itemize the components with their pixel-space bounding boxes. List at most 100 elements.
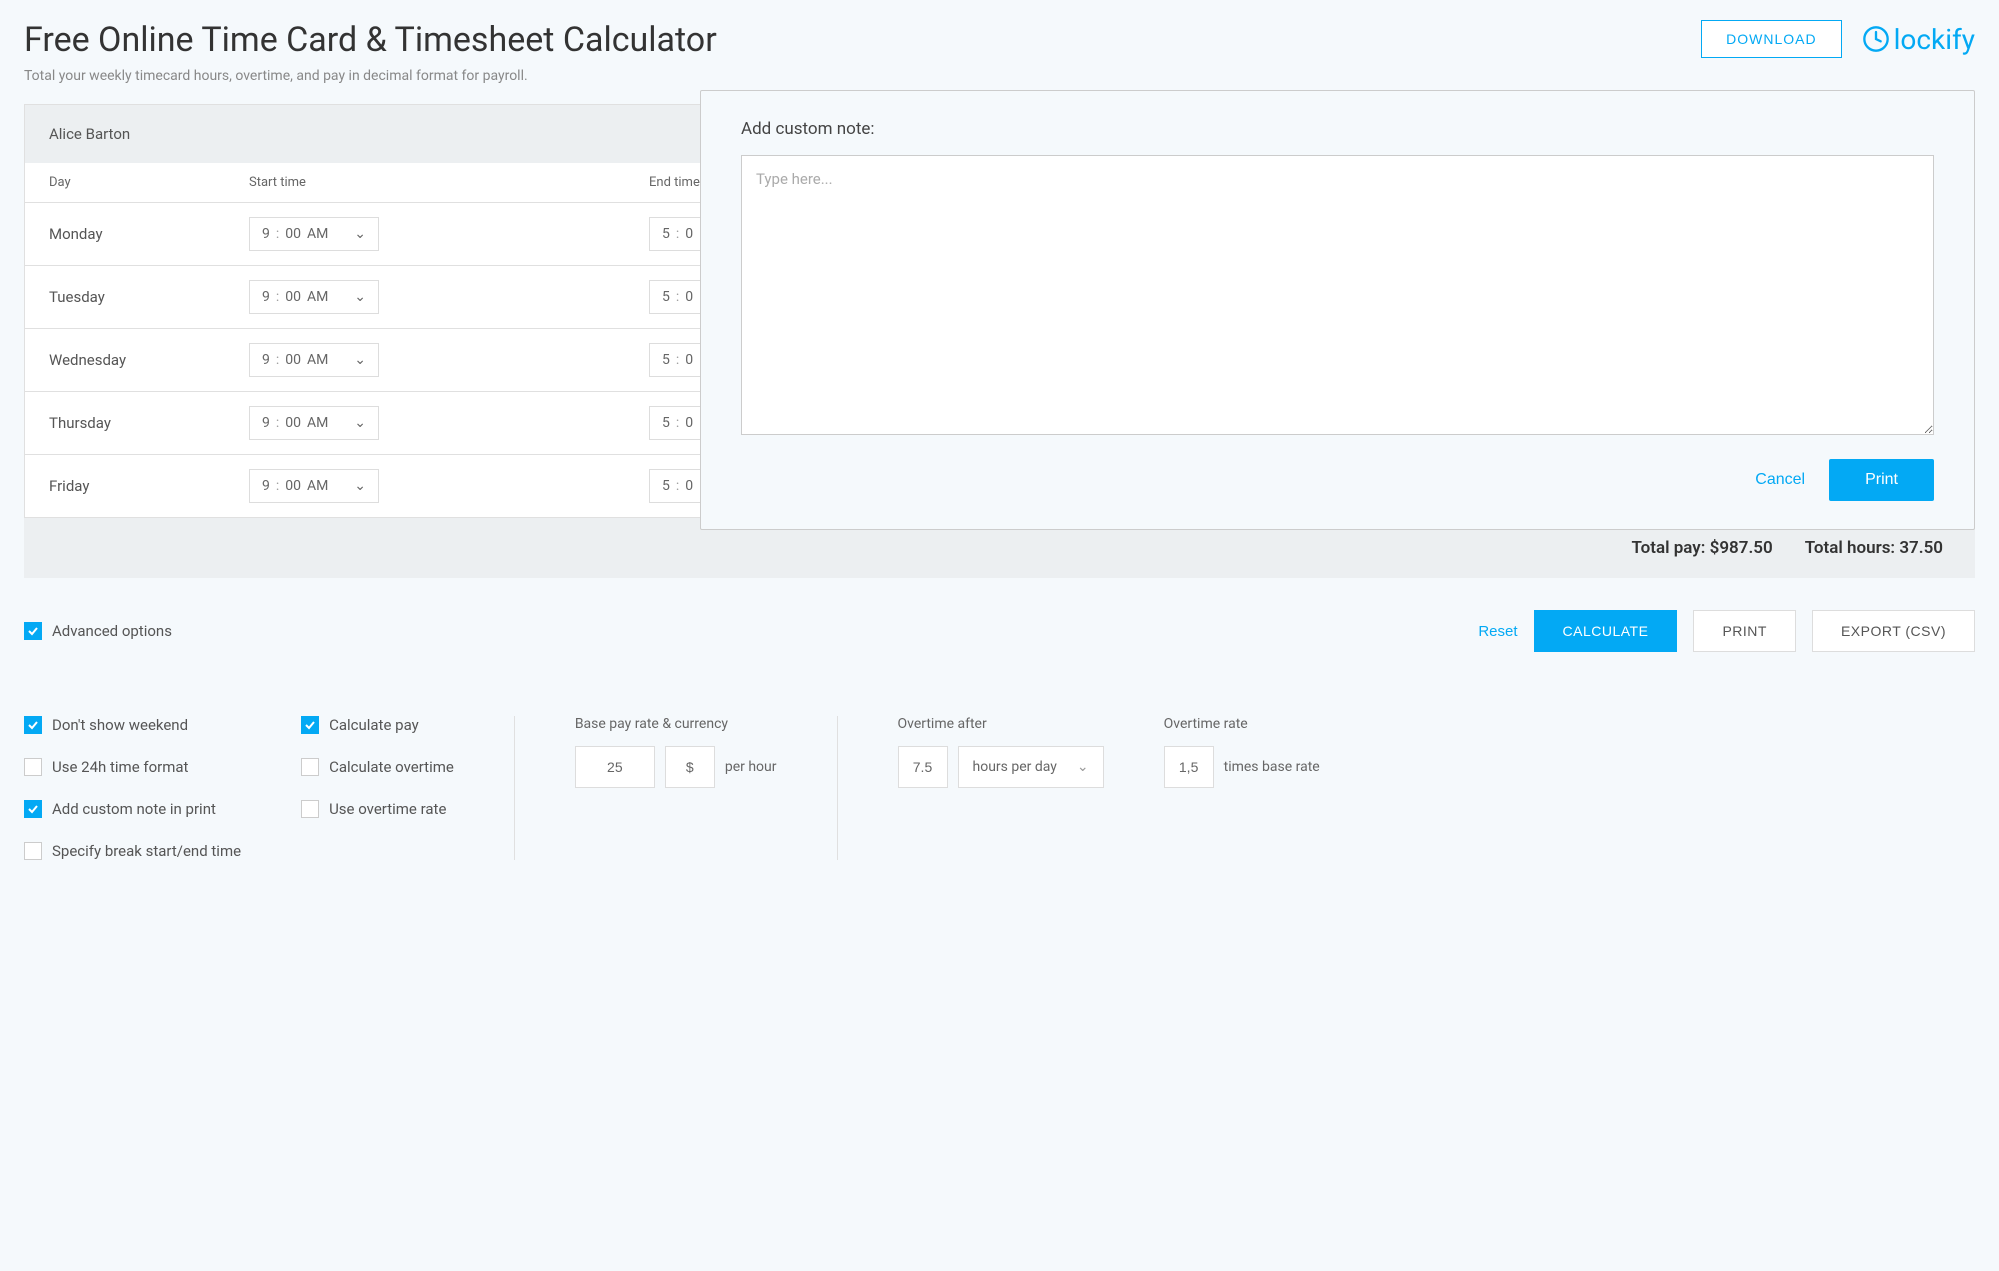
start-minute: 00 <box>285 352 301 368</box>
start-hour: 9 <box>262 352 270 368</box>
time-separator: : <box>676 415 679 431</box>
start-minute: 00 <box>285 415 301 431</box>
advanced-section: Don't show weekend Use 24h time format Add… <box>24 696 1975 860</box>
total-hours-label: Total hours: <box>1805 538 1895 558</box>
custom-note-textarea[interactable] <box>741 155 1934 435</box>
overtime-after-input[interactable] <box>898 746 948 788</box>
reset-button[interactable]: Reset <box>1478 623 1517 640</box>
divider <box>837 716 838 860</box>
base-pay-label: Base pay rate & currency <box>575 716 777 732</box>
calculate-button[interactable]: CALCULATE <box>1534 610 1678 652</box>
total-pay-label: Total pay: <box>1631 538 1705 558</box>
adv-option-label: Calculate pay <box>329 716 419 734</box>
end-hour: 5 <box>662 226 670 242</box>
chevron-down-icon: ⌄ <box>354 415 366 431</box>
end-hour: 5 <box>662 415 670 431</box>
checkbox-icon <box>301 758 319 776</box>
overtime-after-label: Overtime after <box>898 716 1104 732</box>
adv-option-label: Specify break start/end time <box>52 842 241 860</box>
start-time-picker[interactable]: 9:00AM⌄ <box>249 469 379 503</box>
modal-print-button[interactable]: Print <box>1829 459 1934 501</box>
time-separator: : <box>276 226 279 242</box>
start-minute: 00 <box>285 289 301 305</box>
end-minute: 0 <box>685 226 693 242</box>
time-separator: : <box>676 289 679 305</box>
overtime-unit-select[interactable]: hours per day ⌄ <box>958 746 1104 788</box>
clockify-logo[interactable]: lockify <box>1862 23 1975 56</box>
start-minute: 00 <box>285 226 301 242</box>
times-base-rate-label: times base rate <box>1224 759 1320 775</box>
end-hour: 5 <box>662 352 670 368</box>
start-ampm: AM <box>307 226 328 242</box>
start-time-picker[interactable]: 9:00 AM ⌄ <box>249 406 379 440</box>
checkbox-icon <box>24 622 42 640</box>
start-hour: 9 <box>262 289 270 305</box>
adv-option[interactable]: Don't show weekend <box>24 716 241 734</box>
divider <box>514 716 515 860</box>
col-header-start: Start time <box>249 175 649 190</box>
checkbox-icon <box>301 800 319 818</box>
clock-icon <box>1862 25 1890 53</box>
total-hours-value: 37.50 <box>1899 538 1943 558</box>
adv-option[interactable]: Add custom note in print <box>24 800 241 818</box>
advanced-options-label: Advanced options <box>52 622 172 640</box>
chevron-down-icon: ⌄ <box>1077 759 1089 775</box>
start-hour: 9 <box>262 478 270 494</box>
chevron-down-icon: ⌄ <box>354 226 366 242</box>
checkbox-icon <box>24 716 42 734</box>
adv-option[interactable]: Calculate overtime <box>301 758 454 776</box>
adv-option-label: Add custom note in print <box>52 800 216 818</box>
day-name: Wednesday <box>49 351 249 369</box>
adv-option[interactable]: Specify break start/end time <box>24 842 241 860</box>
start-hour: 9 <box>262 415 270 431</box>
col-header-day: Day <box>49 175 249 190</box>
end-minute: 0 <box>685 289 693 305</box>
overtime-rate-label: Overtime rate <box>1164 716 1320 732</box>
currency-input[interactable] <box>665 746 715 788</box>
adv-option[interactable]: Use 24h time format <box>24 758 241 776</box>
start-ampm: AM <box>307 415 328 431</box>
advanced-options-toggle[interactable]: Advanced options <box>24 622 172 640</box>
overtime-rate-input[interactable] <box>1164 746 1214 788</box>
end-minute: 0 <box>685 352 693 368</box>
download-button[interactable]: DOWNLOAD <box>1701 20 1841 58</box>
checkbox-icon <box>301 716 319 734</box>
checkbox-icon <box>24 758 42 776</box>
custom-note-modal: Add custom note: Cancel Print <box>700 90 1975 530</box>
start-ampm: AM <box>307 289 328 305</box>
logo-text: lockify <box>1894 23 1975 56</box>
time-separator: : <box>276 352 279 368</box>
end-hour: 5 <box>662 289 670 305</box>
day-name: Friday <box>49 477 249 495</box>
export-csv-button[interactable]: EXPORT (CSV) <box>1812 610 1975 652</box>
start-time-picker[interactable]: 9:00AM⌄ <box>249 280 379 314</box>
time-separator: : <box>676 352 679 368</box>
print-button[interactable]: PRINT <box>1693 610 1796 652</box>
start-hour: 9 <box>262 226 270 242</box>
chevron-down-icon: ⌄ <box>354 478 366 494</box>
overtime-unit-selected: hours per day <box>973 759 1057 775</box>
chevron-down-icon: ⌄ <box>354 289 366 305</box>
start-time-picker[interactable]: 9:00 AM ⌄ <box>249 343 379 377</box>
time-separator: : <box>276 478 279 494</box>
base-pay-rate-input[interactable] <box>575 746 655 788</box>
day-name: Thursday <box>49 414 249 432</box>
checkbox-icon <box>24 842 42 860</box>
adv-option[interactable]: Use overtime rate <box>301 800 454 818</box>
time-separator: : <box>276 415 279 431</box>
adv-option-label: Calculate overtime <box>329 758 454 776</box>
end-minute: 0 <box>685 415 693 431</box>
time-separator: : <box>676 478 679 494</box>
checkbox-icon <box>24 800 42 818</box>
adv-option-label: Use 24h time format <box>52 758 188 776</box>
adv-option-label: Use overtime rate <box>329 800 446 818</box>
start-ampm: AM <box>307 478 328 494</box>
modal-cancel-button[interactable]: Cancel <box>1755 471 1805 489</box>
page-subtitle: Total your weekly timecard hours, overti… <box>24 68 717 84</box>
chevron-down-icon: ⌄ <box>354 352 366 368</box>
start-time-picker[interactable]: 9:00 AM ⌄ <box>249 217 379 251</box>
adv-option[interactable]: Calculate pay <box>301 716 454 734</box>
end-minute: 0 <box>685 478 693 494</box>
start-ampm: AM <box>307 352 328 368</box>
day-name: Tuesday <box>49 288 249 306</box>
